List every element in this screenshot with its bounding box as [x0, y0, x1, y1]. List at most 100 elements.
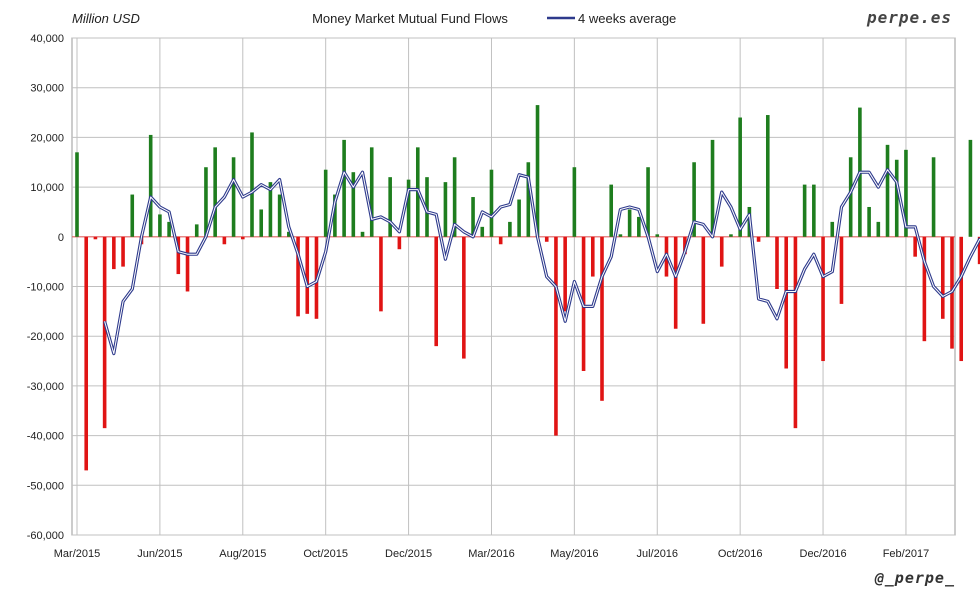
bar — [425, 177, 429, 237]
bar — [590, 236, 595, 277]
y-tick-label: -10,000 — [27, 282, 64, 294]
bar — [102, 236, 107, 429]
grid — [71, 37, 956, 536]
bar — [692, 162, 696, 237]
bar — [913, 236, 917, 257]
bar — [158, 214, 162, 237]
bar — [572, 167, 577, 237]
x-tick-label: Dec/2015 — [385, 548, 432, 560]
bar — [342, 139, 346, 237]
bar — [406, 179, 411, 237]
x-tick-label: Mar/2015 — [54, 548, 100, 560]
bar — [618, 234, 623, 237]
bar — [222, 236, 227, 245]
bar — [526, 162, 531, 237]
bar — [471, 197, 475, 237]
x-tick-label: Oct/2016 — [718, 548, 763, 560]
bar — [646, 167, 650, 237]
bar — [885, 144, 890, 237]
bar — [802, 184, 807, 237]
y-tick-label: -40,000 — [27, 431, 64, 443]
x-tick-label: Jun/2015 — [137, 548, 182, 560]
bar — [977, 236, 980, 265]
bar — [323, 169, 328, 237]
average-line-inner — [104, 169, 980, 355]
bar — [793, 236, 798, 429]
y-tick-label: -60,000 — [27, 530, 64, 542]
bar — [167, 221, 171, 237]
bar — [112, 236, 116, 270]
x-tick-label: Oct/2015 — [303, 548, 348, 560]
unit-label: Million USD — [72, 11, 140, 26]
bar — [821, 236, 825, 362]
bar — [554, 236, 558, 436]
bar — [462, 236, 466, 359]
bar — [940, 236, 945, 319]
bar — [250, 132, 254, 237]
bar — [204, 167, 208, 237]
bar — [305, 236, 310, 314]
bar — [738, 117, 742, 237]
bar — [655, 234, 660, 237]
bar — [176, 236, 181, 275]
legend-label: 4 weeks average — [578, 11, 676, 26]
bar — [268, 182, 273, 237]
bar — [397, 236, 402, 250]
bar — [637, 216, 641, 237]
bar — [480, 226, 485, 237]
bar — [775, 236, 779, 289]
bar — [959, 236, 964, 362]
bar — [563, 236, 567, 312]
bar — [452, 157, 457, 237]
bar — [75, 152, 79, 237]
bar — [756, 236, 761, 242]
bar — [489, 169, 494, 237]
bar — [719, 236, 724, 267]
bar — [535, 105, 540, 237]
bar — [388, 177, 392, 237]
bar — [729, 234, 733, 237]
x-tick-label: Jul/2016 — [636, 548, 678, 560]
y-axis: 40,000 30,000 20,000 10,000 0 -10,000 -20,000 -… — [27, 33, 64, 542]
bar — [830, 221, 835, 237]
chart-title: Money Market Mutual Fund Flows — [312, 11, 508, 26]
bar — [894, 159, 899, 237]
bar — [296, 236, 300, 317]
bar — [333, 194, 337, 237]
bar — [194, 224, 199, 237]
bar — [673, 236, 678, 329]
bar — [508, 221, 512, 237]
y-tick-label: -20,000 — [27, 331, 64, 343]
bar — [379, 236, 383, 312]
bar — [904, 149, 908, 237]
bar — [185, 236, 190, 292]
y-tick-label: -30,000 — [27, 381, 64, 393]
bar — [369, 147, 374, 237]
bar — [84, 236, 89, 471]
bar — [784, 236, 789, 369]
bar — [968, 139, 973, 237]
average-line-series — [103, 168, 980, 356]
bar — [240, 236, 245, 240]
bar — [130, 194, 135, 237]
y-tick-label: 0 — [58, 232, 64, 244]
y-tick-label: 30,000 — [30, 83, 64, 95]
bar — [498, 236, 503, 245]
bar — [360, 231, 365, 237]
y-tick-label: 10,000 — [30, 182, 64, 194]
bar — [627, 209, 632, 237]
bar — [517, 199, 521, 237]
x-tick-label: Feb/2017 — [883, 548, 929, 560]
bar — [93, 236, 98, 240]
bar — [544, 236, 549, 242]
bar — [609, 184, 614, 237]
legend: 4 weeks average — [547, 11, 676, 26]
bar — [231, 157, 236, 237]
bar — [839, 236, 844, 304]
bar — [765, 115, 770, 237]
bar — [277, 194, 282, 237]
bar — [922, 236, 927, 342]
brand-label: perpe.es — [866, 8, 952, 27]
bar — [710, 139, 715, 237]
